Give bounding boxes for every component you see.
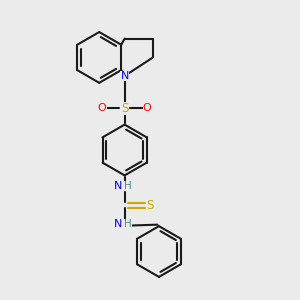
- Text: H: H: [124, 182, 132, 191]
- Text: H: H: [124, 219, 132, 229]
- Text: N: N: [114, 182, 122, 191]
- Text: N: N: [114, 219, 122, 229]
- Text: O: O: [98, 103, 106, 113]
- Text: O: O: [142, 103, 152, 113]
- Text: S: S: [121, 102, 128, 115]
- Text: S: S: [146, 199, 154, 212]
- Text: N: N: [120, 71, 129, 81]
